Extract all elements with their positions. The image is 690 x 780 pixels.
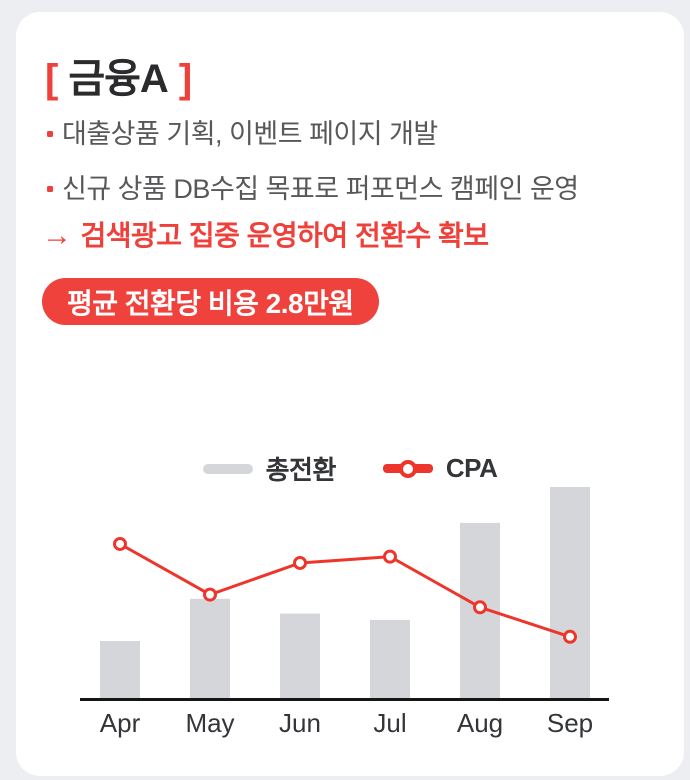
legend-bar-swatch <box>202 463 253 474</box>
bar-Apr <box>100 641 140 698</box>
legend-line-swatch <box>382 459 433 478</box>
cpa-marker-Sep <box>563 629 577 644</box>
cpa-marker-Jun <box>293 555 307 570</box>
bullet-item: 대출상품 기획, 이벤트 페이지 개발 <box>47 112 438 151</box>
x-axis-label-Jun: Jun <box>279 708 321 738</box>
bar-Sep <box>550 487 590 698</box>
x-axis-label-May: May <box>185 708 234 738</box>
bar-May <box>190 598 230 698</box>
cpa-line <box>119 542 571 639</box>
cpa-marker-Jul <box>383 549 397 564</box>
x-axis-label-Sep: Sep <box>547 708 593 738</box>
chart-legend: 총전환 CPA <box>16 450 684 487</box>
cpa-cost-badge: 평균 전환당 비용 2.8만원 <box>42 278 379 325</box>
bullet-item: 신규 상품 DB수집 목표로 퍼포먼스 캠페인 운영 <box>47 167 579 206</box>
bar-Jul <box>370 619 410 698</box>
x-axis-label-Jul: Jul <box>373 708 406 738</box>
highlight-result-line: → 검색광고 집중 운영하여 전환수 확보 <box>42 214 489 254</box>
arrow-right-icon: → <box>42 219 72 252</box>
cpa-marker-Aug <box>473 600 487 615</box>
bar-Jun <box>280 613 320 698</box>
title-bracket-right: ] <box>178 57 192 101</box>
bullet-text: 신규 상품 DB수집 목표로 퍼포먼스 캠페인 운영 <box>62 174 579 204</box>
report-card: [금융A] 대출상품 기획, 이벤트 페이지 개발 신규 상품 DB수집 목표로… <box>16 12 684 776</box>
page-title: [금융A] <box>45 46 192 104</box>
legend-marker-icon <box>398 459 417 478</box>
legend-label-cpa: CPA <box>445 453 498 483</box>
x-axis-label-Apr: Apr <box>100 708 141 738</box>
bullet-text: 대출상품 기획, 이벤트 페이지 개발 <box>62 119 438 149</box>
x-axis-label-Aug: Aug <box>457 708 503 738</box>
badge-text: 평균 전환당 비용 2.8만원 <box>67 287 354 319</box>
cpa-marker-May <box>203 587 217 602</box>
cpa-marker-Apr <box>113 536 127 551</box>
legend-label-conversions: 총전환 <box>265 455 337 485</box>
highlight-text: 검색광고 집중 운영하여 전환수 확보 <box>80 220 490 251</box>
bullet-dot-icon <box>47 131 53 137</box>
chart-svg: Apr May Jun Jul Aug Sep <box>80 487 609 738</box>
conversion-cpa-chart: Apr May Jun Jul Aug Sep <box>80 440 609 740</box>
bullet-dot-icon <box>47 186 53 192</box>
title-bracket-left: [ <box>45 57 58 101</box>
title-text: 금융A <box>68 57 168 101</box>
